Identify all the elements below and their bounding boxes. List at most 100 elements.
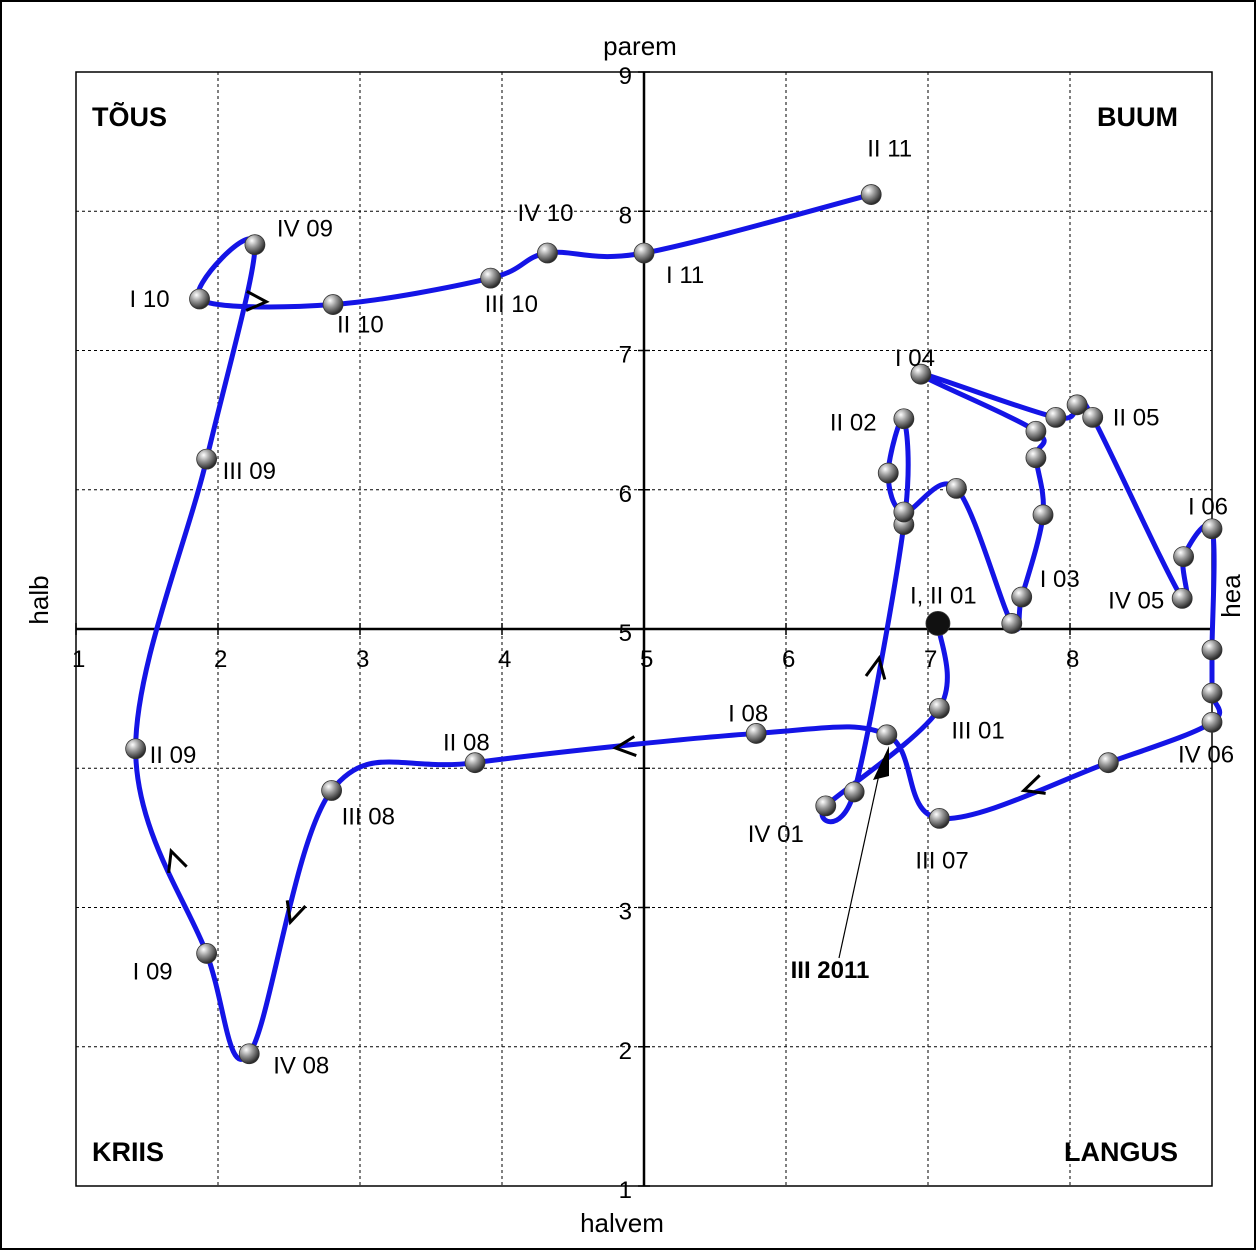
data-point-marker [877, 462, 899, 484]
data-point-marker [1001, 613, 1023, 634]
point-label: II 02 [830, 410, 877, 437]
point-label: I 04 [895, 345, 935, 372]
point-label: IV 06 [1178, 741, 1234, 768]
point-label: II 10 [337, 312, 384, 339]
data-point-marker [1025, 420, 1047, 442]
quadrant-label-top-right: BUUM [1097, 102, 1178, 132]
data-point-marker [843, 781, 865, 803]
quadrant-label-top-left: TÕUS [92, 101, 167, 132]
data-point-marker [244, 234, 266, 256]
direction-arrows [167, 290, 1046, 926]
y-tick-label: 2 [619, 1038, 632, 1065]
point-label: IV 01 [748, 821, 804, 848]
data-point-marker [1171, 587, 1193, 609]
y-tick-label: 6 [619, 481, 632, 508]
x-tick-label: 5 [640, 646, 653, 673]
data-point-marker [1201, 682, 1223, 704]
point-label: III 09 [223, 458, 276, 485]
axis-label-right: hea [1216, 574, 1246, 618]
data-point-marker [946, 477, 967, 499]
point-label: III 07 [915, 847, 968, 874]
data-point-marker [1201, 639, 1223, 661]
data-point-marker [322, 294, 344, 315]
data-point-marker [1066, 394, 1088, 416]
point-label: I 03 [1040, 566, 1080, 593]
data-markers [125, 184, 1223, 1065]
y-tick-label: 5 [619, 620, 632, 647]
data-point-marker [928, 807, 950, 829]
point-label: II 09 [150, 742, 197, 769]
point-label: I 06 [1188, 494, 1228, 521]
direction-arrow [167, 847, 188, 874]
axis-label-top: parem [603, 31, 677, 61]
direction-arrow [1020, 774, 1046, 795]
data-point-marker [815, 795, 837, 817]
y-tick-label: 9 [619, 63, 632, 90]
y-tick-label: 1 [619, 1177, 632, 1204]
point-label: I 11 [666, 262, 704, 289]
data-point-marker [745, 723, 767, 744]
quadrant-label-bottom-right: LANGUS [1064, 1137, 1178, 1167]
direction-arrow [285, 900, 307, 926]
x-tick-label: 2 [214, 646, 227, 673]
annotation-leader-line [838, 769, 881, 959]
data-point-marker [1082, 406, 1104, 428]
data-point-marker [1173, 546, 1194, 567]
x-tick-label: 4 [498, 646, 511, 673]
data-point-marker [196, 943, 218, 964]
y-tick-label: 7 [619, 342, 632, 369]
data-point-marker [925, 611, 951, 636]
data-point-marker [1097, 752, 1119, 774]
data-point-marker [1032, 504, 1054, 526]
point-label: II 11 [867, 136, 912, 163]
data-point-marker [1011, 586, 1033, 608]
data-point-marker [238, 1043, 260, 1065]
x-tick-label: 1 [72, 646, 85, 673]
tick-labels: 1 2 3 4 5 6 7 8 1 2 3 5 6 7 8 9 [72, 63, 1079, 1204]
axis-label-bottom: halvem [580, 1208, 664, 1238]
data-point-marker [893, 501, 915, 523]
annotation-arrowhead [873, 746, 889, 780]
x-tick-label: 8 [1066, 646, 1079, 673]
quadrant-label-bottom-left: KRIIS [92, 1137, 164, 1167]
data-point-marker [1025, 447, 1047, 469]
point-labels: I, II 01 III 01 IV 01 II 02 I 03 I 04 II 05 IV … [130, 136, 1235, 1080]
data-point-marker [464, 752, 486, 774]
point-label: III 08 [342, 804, 395, 831]
point-label: IV 10 [517, 200, 573, 227]
data-point-marker [1201, 518, 1223, 540]
series-trajectory-line [133, 192, 1223, 1062]
point-label: I 08 [728, 700, 768, 727]
point-label: I 09 [133, 958, 173, 985]
annotation-label: III 2011 [791, 957, 870, 984]
data-point-marker [860, 184, 882, 205]
direction-arrow [864, 654, 887, 680]
data-point-marker [321, 780, 343, 801]
data-point-marker [189, 288, 210, 310]
data-point-marker [1045, 406, 1067, 428]
data-point-marker [537, 242, 558, 264]
point-label: I 10 [130, 286, 170, 313]
x-tick-label: 3 [356, 646, 369, 673]
y-tick-label: 8 [619, 202, 632, 229]
direction-arrow [612, 735, 637, 757]
point-label: III 01 [951, 717, 1004, 744]
data-point-marker [910, 363, 932, 385]
point-label: IV 09 [277, 216, 333, 243]
data-point-marker [480, 267, 502, 289]
axis-label-left: halb [24, 575, 54, 624]
point-label: II 05 [1113, 404, 1160, 431]
point-label: I, II 01 [910, 582, 977, 609]
point-label: III 10 [485, 291, 538, 318]
direction-arrow [245, 290, 270, 312]
point-label: IV 08 [273, 1053, 329, 1080]
y-tick-label: 3 [619, 899, 632, 926]
data-point-marker [1201, 711, 1223, 733]
data-point-marker [893, 408, 915, 430]
data-point-marker [876, 724, 898, 746]
point-label: IV 05 [1108, 587, 1164, 614]
data-point-marker [633, 242, 655, 264]
data-point-marker [928, 697, 950, 719]
